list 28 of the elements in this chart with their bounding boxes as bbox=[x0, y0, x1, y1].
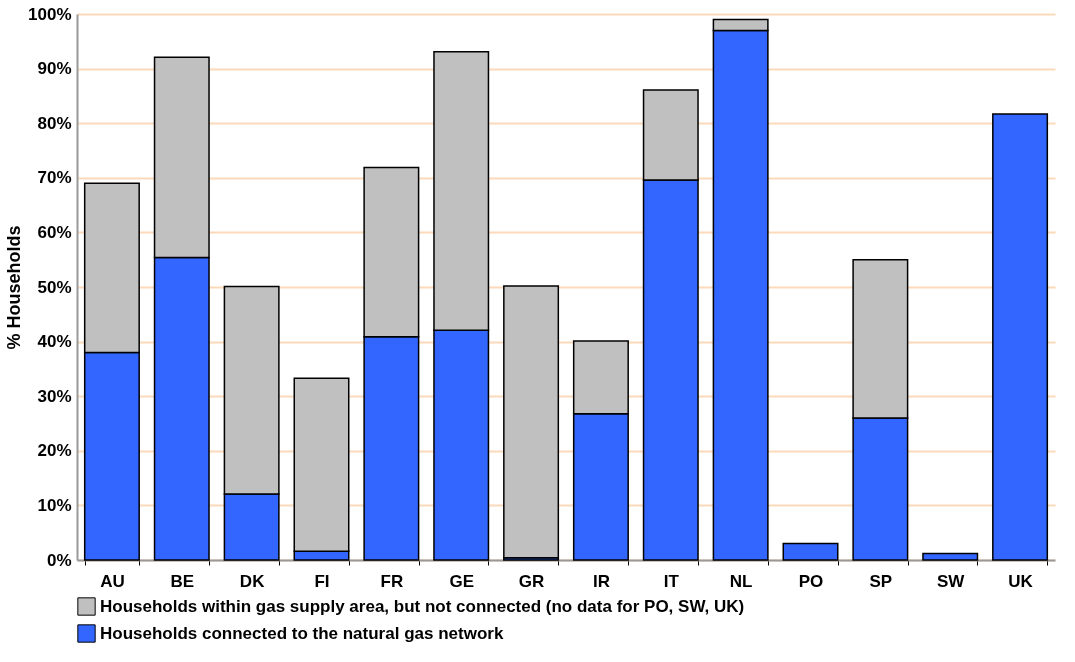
y-axis-title: % Households bbox=[4, 225, 25, 350]
x-tick-label: BE bbox=[170, 571, 195, 591]
y-tick-label: 80% bbox=[37, 113, 72, 133]
y-tick-label: 30% bbox=[37, 386, 72, 406]
x-tick-label: SP bbox=[869, 571, 893, 591]
y-tick-label: 50% bbox=[37, 277, 72, 297]
x-tick-label: UK bbox=[1008, 571, 1034, 591]
legend-label: Households connected to the natural gas network bbox=[100, 623, 504, 643]
y-tick-label: 20% bbox=[37, 441, 72, 461]
y-tick-label: 0% bbox=[46, 550, 72, 570]
y-tick-label: 10% bbox=[37, 495, 72, 515]
x-tick-label: DK bbox=[239, 571, 266, 591]
y-tick-label: 100% bbox=[28, 4, 72, 24]
x-tick-label: NL bbox=[729, 571, 753, 591]
x-tick-label: GE bbox=[449, 571, 474, 591]
x-tick-label: SW bbox=[937, 571, 966, 591]
x-tick-label: IR bbox=[592, 571, 610, 591]
x-tick-label: GR bbox=[518, 571, 545, 591]
y-tick-label: 40% bbox=[37, 332, 72, 352]
y-tick-label: 70% bbox=[37, 168, 72, 188]
x-tick-label: FR bbox=[380, 571, 404, 591]
x-tick-label: AU bbox=[100, 571, 125, 591]
y-tick-label: 90% bbox=[37, 59, 72, 79]
y-tick-label: 60% bbox=[37, 222, 72, 242]
legend-label: Households within gas supply area, but not connected (no data for PO, SW, UK) bbox=[100, 596, 745, 616]
x-tick-label: PO bbox=[798, 571, 824, 591]
x-tick-label: FI bbox=[314, 571, 330, 591]
x-tick-label: IT bbox=[663, 571, 680, 591]
